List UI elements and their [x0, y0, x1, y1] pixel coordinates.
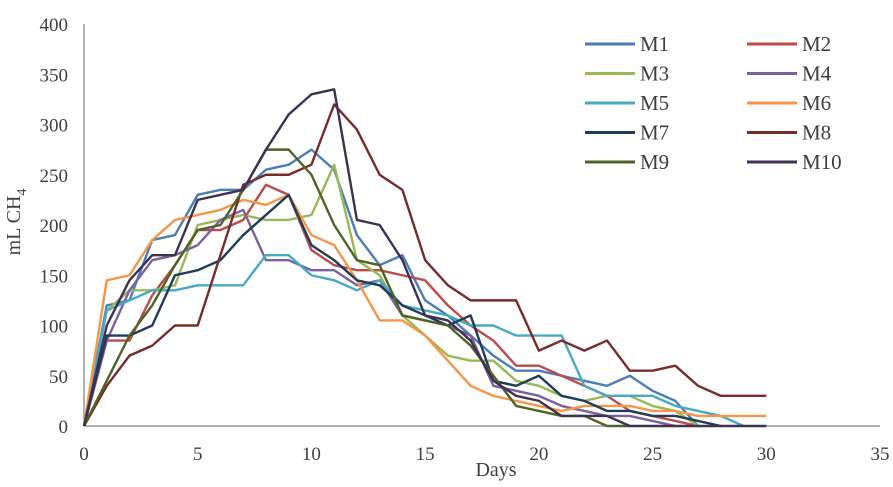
legend-label-m2: M2 [802, 32, 831, 56]
legend-label-m10: M10 [802, 150, 842, 174]
x-tick-label: 20 [529, 444, 548, 465]
legend-label-m7: M7 [640, 121, 669, 145]
x-tick-label: 15 [416, 444, 435, 465]
y-axis-title-main: mL CH [3, 196, 25, 256]
x-tick-label: 25 [643, 444, 662, 465]
y-tick-labels: 0 50 100 150 200 250 300 350 400 [40, 15, 69, 438]
legend-label-m5: M5 [640, 91, 669, 115]
y-tick-label: 200 [40, 216, 69, 237]
legend-label-m1: M1 [640, 32, 669, 56]
legend-label-m8: M8 [802, 121, 831, 145]
series-line-m8 [82, 103, 767, 427]
y-axis-title: mL CH4 [3, 189, 30, 256]
series-line-m7 [82, 193, 722, 428]
y-tick-label: 250 [40, 166, 69, 187]
y-axis-title-subscript: 4 [15, 189, 30, 196]
x-tick-label: 10 [302, 444, 321, 465]
series-line-m6 [82, 193, 767, 427]
legend-label-m6: M6 [802, 91, 831, 115]
y-tick-label: 400 [40, 15, 69, 36]
x-tick-label: 35 [871, 444, 890, 465]
series-line-m9 [82, 148, 630, 428]
legend-label-m9: M9 [640, 150, 669, 174]
axes [83, 24, 880, 427]
y-tick-label: 300 [40, 116, 69, 137]
x-tick-labels: 0 5 10 15 20 25 30 35 [79, 444, 889, 465]
series-line-m4 [82, 208, 676, 428]
series-line-m1 [82, 148, 699, 427]
y-tick-label: 0 [59, 417, 69, 438]
series-lines [82, 88, 767, 428]
x-tick-label: 5 [193, 444, 203, 465]
legend-label-m4: M4 [802, 62, 832, 86]
legend: M1 M2 M3 M4 M5 M6 M7 M8 M9 M10 [585, 32, 842, 174]
y-tick-label: 350 [40, 65, 69, 86]
x-tick-label: 30 [757, 444, 776, 465]
y-tick-label: 150 [40, 266, 69, 287]
series-line-m5 [82, 253, 745, 428]
series-line-m2 [82, 183, 699, 428]
y-tick-label: 100 [40, 317, 69, 338]
series-line-m10 [82, 88, 767, 428]
x-tick-label: 0 [79, 444, 89, 465]
legend-label-m3: M3 [640, 62, 669, 86]
x-axis-title: Days [475, 459, 516, 481]
y-tick-label: 50 [49, 367, 68, 388]
